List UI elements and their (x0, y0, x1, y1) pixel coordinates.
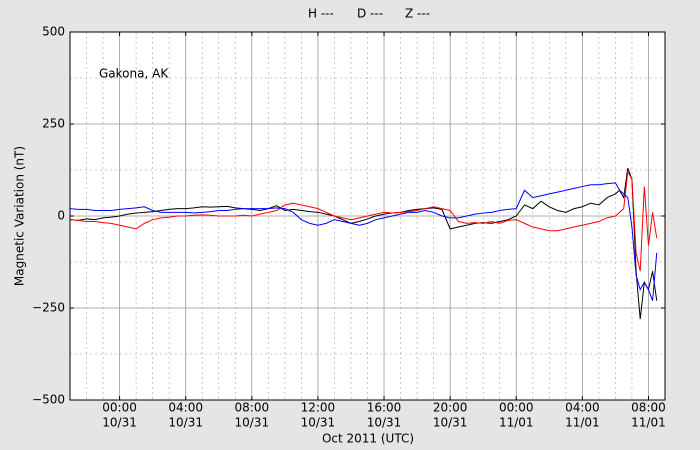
x-tick-label: 11/01 (565, 416, 600, 430)
x-tick-label: 00:00 (499, 401, 534, 415)
x-axis-label: Oct 2011 (UTC) (322, 432, 414, 446)
x-tick-label: 16:00 (367, 401, 402, 415)
series-line (69, 167, 658, 320)
legend-entry: D --- (357, 7, 383, 21)
x-tick-label: 10/31 (168, 416, 203, 430)
x-tick-label: 04:00 (168, 401, 203, 415)
x-tick-label: 10/31 (235, 416, 270, 430)
x-tick-label: 10/31 (102, 416, 137, 430)
x-tick-label: 08:00 (631, 401, 666, 415)
y-axis-label: Magnetic Variation (nT) (13, 146, 27, 286)
series-line (69, 182, 658, 301)
y-tick-label: 250 (42, 117, 65, 131)
legend-entry: H --- (308, 7, 334, 21)
x-tick-label: 00:00 (102, 401, 137, 415)
series-line (69, 170, 658, 272)
x-tick-label: 08:00 (235, 401, 270, 415)
x-tick-label: 10/31 (301, 416, 336, 430)
annotation: Gakona, AK (99, 67, 169, 81)
y-tick-label: −250 (32, 301, 65, 315)
x-tick-label: 04:00 (565, 401, 600, 415)
y-tick-label: 500 (42, 25, 65, 39)
legend-entry: Z --- (405, 7, 430, 21)
x-tick-label: 11/01 (631, 416, 666, 430)
x-tick-label: 10/31 (433, 416, 468, 430)
x-tick-label: 12:00 (301, 401, 336, 415)
y-tick-label: 0 (57, 209, 65, 223)
x-tick-label: 10/31 (367, 416, 402, 430)
lines (69, 167, 658, 320)
x-tick-label: 11/01 (499, 416, 534, 430)
y-tick-label: −500 (32, 393, 65, 407)
x-tick-label: 20:00 (433, 401, 468, 415)
